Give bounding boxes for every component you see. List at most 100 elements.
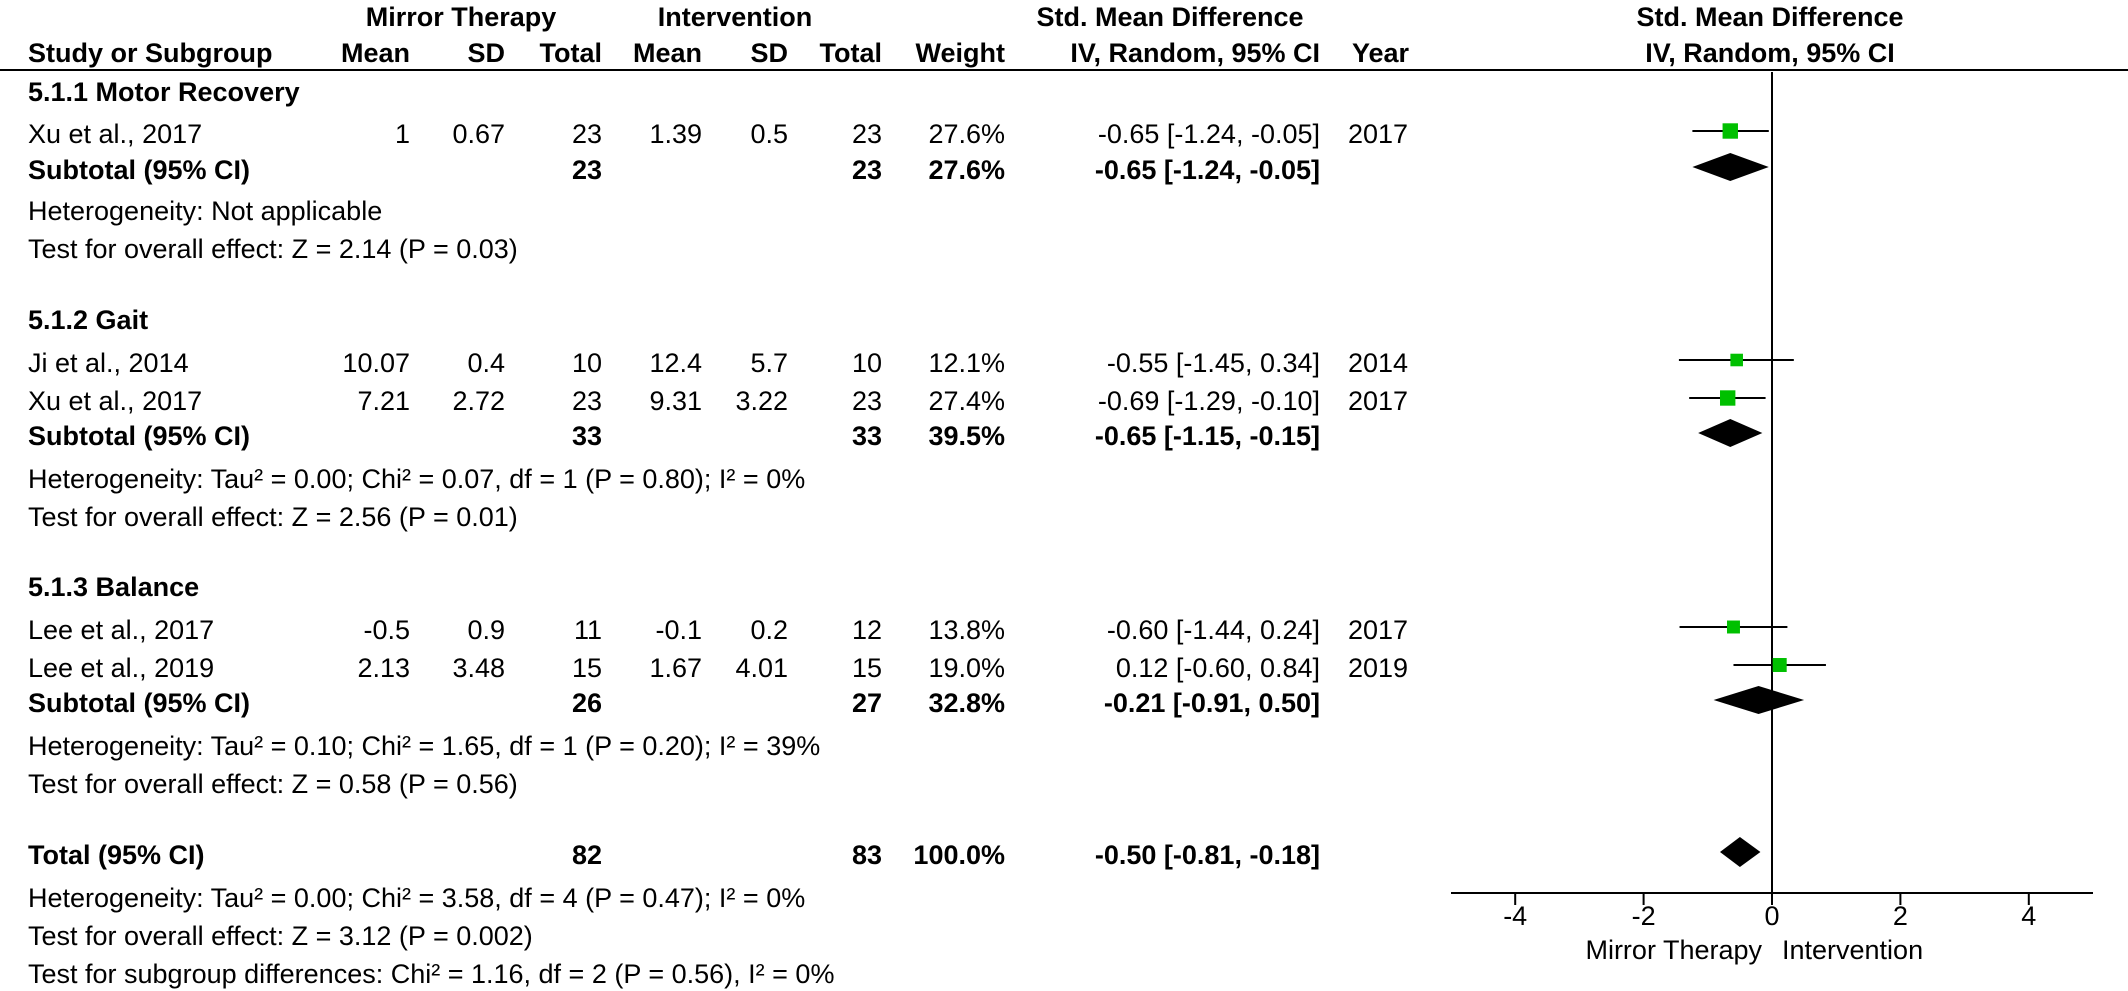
mean2-value: -0.1 [655,615,702,645]
subtotal-diamond [1692,153,1769,181]
heterogeneity-text: Heterogeneity: Tau² = 0.00; Chi² = 0.07,… [28,464,806,494]
subtotal-label: Subtotal (95% CI) [28,155,251,185]
mean2-value: 1.67 [649,653,702,683]
study-point [1772,658,1787,672]
subtotal-label: Subtotal (95% CI) [28,688,251,718]
weight-value: 27.6% [928,119,1005,149]
subgroup-title: 5.1.1 Motor Recovery [28,77,300,107]
subtotal-weight: 27.6% [928,155,1005,185]
subtotal-total2: 27 [851,688,882,718]
header-plot-title: Std. Mean Difference [1636,2,1904,32]
mean2-value: 9.31 [649,386,702,416]
total-diamond [1719,837,1761,867]
study-name: Lee et al., 2017 [28,615,215,645]
header-sd2: SD [750,38,788,68]
overall-effect-text: Test for overall effect: Z = 2.14 (P = 0… [28,234,518,264]
subtotal-weight: 32.8% [928,688,1005,718]
subtotal-total2: 23 [851,155,882,185]
weight-value: 13.8% [928,615,1005,645]
sd1-value: 0.4 [467,348,505,378]
sd1-value: 0.9 [467,615,505,645]
subtotal-total1: 33 [571,421,602,451]
header-total2: Total [819,38,883,68]
heterogeneity-text: Heterogeneity: Tau² = 0.10; Chi² = 1.65,… [28,731,821,761]
year-value: 2017 [1348,615,1409,645]
study-point [1720,390,1736,406]
mean1-value: -0.5 [363,615,410,645]
study-name: Xu et al., 2017 [28,386,203,416]
header-study: Study or Subgroup [28,38,273,68]
total-label: Total (95% CI) [28,840,205,870]
year-value: 2017 [1348,386,1409,416]
ci-value: -0.65 [-1.24, -0.05] [1097,119,1320,149]
study-point [1727,620,1740,634]
total-heterogeneity-text: Heterogeneity: Tau² = 0.00; Chi² = 3.58,… [28,883,806,913]
favours-left-label: Mirror Therapy [1585,935,1762,965]
total-total1: 82 [571,840,602,870]
total2-value: 23 [851,119,882,149]
header-weight: Weight [915,38,1006,68]
header-year: Year [1352,38,1410,68]
header-mean1: Mean [340,38,410,68]
heterogeneity-text: Heterogeneity: Not applicable [28,196,383,226]
year-value: 2014 [1348,348,1409,378]
header-plot-method: IV, Random, 95% CI [1645,38,1895,68]
mean1-value: 2.13 [357,653,410,683]
header-smd-title: Std. Mean Difference [1036,2,1304,32]
subtotal-total1: 23 [571,155,602,185]
total1-value: 23 [571,386,602,416]
subgroup-title: 5.1.3 Balance [28,572,200,602]
total2-value: 10 [851,348,882,378]
overall-effect-text: Test for overall effect: Z = 0.58 (P = 0… [28,769,518,799]
weight-value: 12.1% [928,348,1005,378]
subgroup-differences-text: Test for subgroup differences: Chi² = 1.… [28,959,835,989]
header-group2: Intervention [657,2,813,32]
header-smd-method: IV, Random, 95% CI [1070,38,1320,68]
sd1-value: 2.72 [452,386,505,416]
study-name: Ji et al., 2014 [28,348,189,378]
mean1-value: 7.21 [357,386,410,416]
subtotal-label: Subtotal (95% CI) [28,421,251,451]
sd1-value: 3.48 [452,653,505,683]
sd2-value: 0.2 [750,615,788,645]
total-weight: 100.0% [913,840,1005,870]
total2-value: 15 [851,653,882,683]
year-value: 2019 [1348,653,1409,683]
weight-value: 27.4% [928,386,1005,416]
study-name: Xu et al., 2017 [28,119,203,149]
subtotal-weight: 39.5% [928,421,1005,451]
x-tick-label: 2 [1893,901,1908,931]
total1-value: 23 [571,119,602,149]
study-point [1730,353,1743,367]
ci-value: 0.12 [-0.60, 0.84] [1115,653,1320,683]
ci-value: -0.60 [-1.44, 0.24] [1106,615,1320,645]
total-overall-effect-text: Test for overall effect: Z = 3.12 (P = 0… [28,921,533,951]
overall-effect-text: Test for overall effect: Z = 2.56 (P = 0… [28,502,518,532]
mean2-value: 1.39 [649,119,702,149]
header-total1: Total [539,38,603,68]
subtotal-total1: 26 [571,688,602,718]
mean1-value: 1 [394,119,410,149]
subtotal-diamond [1698,419,1763,447]
header-group1: Mirror Therapy [365,2,557,32]
total-total2: 83 [851,840,882,870]
ci-value: -0.69 [-1.29, -0.10] [1097,386,1320,416]
total1-value: 11 [573,615,602,645]
sd2-value: 3.22 [735,386,788,416]
header-mean2: Mean [632,38,702,68]
year-value: 2017 [1348,119,1409,149]
weight-value: 19.0% [928,653,1005,683]
study-name: Lee et al., 2019 [28,653,215,683]
subtotal-ci: -0.21 [-0.91, 0.50] [1103,688,1320,718]
x-tick-label: 0 [1764,901,1779,931]
mean1-value: 10.07 [342,348,410,378]
subtotal-total2: 33 [851,421,882,451]
subtotal-ci: -0.65 [-1.15, -0.15] [1094,421,1320,451]
header-sd1: SD [467,38,505,68]
total2-value: 12 [851,615,882,645]
x-tick-label: -2 [1632,901,1656,931]
total1-value: 15 [571,653,602,683]
sd2-value: 4.01 [735,653,788,683]
mean2-value: 12.4 [649,348,702,378]
